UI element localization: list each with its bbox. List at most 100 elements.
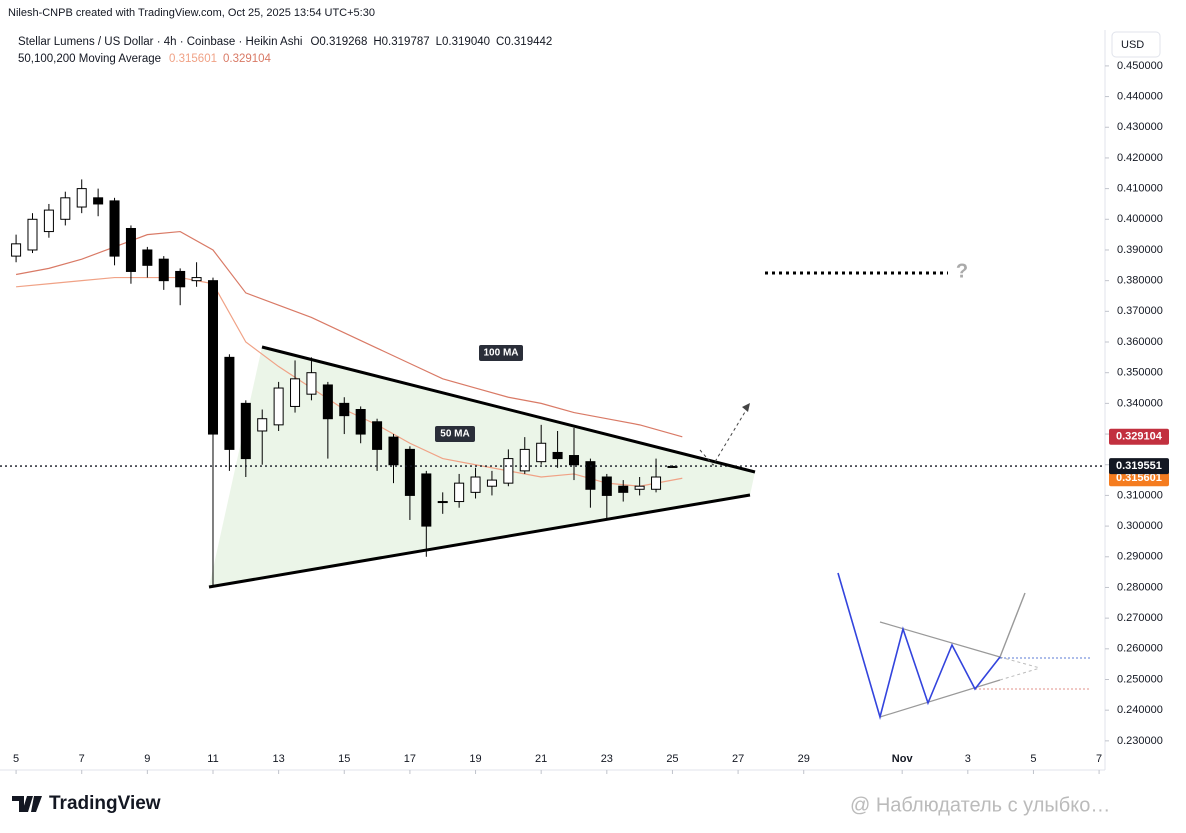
ma100-price-box	[1109, 428, 1169, 445]
candle-body	[224, 356, 235, 450]
x-tick-label: 19	[469, 753, 481, 765]
ma100-price-label: 0.329104	[1116, 431, 1163, 443]
inset-diagram	[790, 543, 1105, 769]
x-tick-label: 5	[1030, 753, 1036, 765]
candle-body	[585, 461, 596, 490]
candle-body	[355, 409, 366, 435]
x-tick-label: 29	[798, 753, 810, 765]
y-tick-label: 0.380000	[1117, 275, 1163, 287]
candle-body	[552, 451, 563, 460]
candle-body	[437, 501, 448, 504]
y-tick-label: 0.230000	[1117, 735, 1163, 747]
y-tick-label: 0.370000	[1117, 305, 1163, 317]
credit: Nilesh-CNPB created with TradingView.com…	[8, 7, 375, 19]
inset-upper	[879, 621, 1001, 658]
y-tick-label: 0.350000	[1117, 367, 1163, 379]
candle-body	[93, 197, 104, 205]
ma50-price-label: 0.315601	[1116, 472, 1162, 484]
candle-body	[11, 243, 22, 257]
ma100-badge	[479, 345, 523, 361]
x-tick-label: 17	[404, 753, 416, 765]
y-tick-label: 0.400000	[1117, 213, 1163, 225]
y-tick-label: 0.250000	[1117, 673, 1163, 685]
x-tick-label: 5	[13, 753, 19, 765]
y-tick-label: 0.420000	[1117, 152, 1163, 164]
candle-body	[486, 479, 497, 487]
candle-body	[454, 482, 465, 503]
ma100-badge-text: 100 MA	[483, 348, 518, 359]
ma50-badge	[435, 426, 475, 442]
ohlc-close: C0.319442	[496, 36, 552, 48]
inset-zigzag	[837, 572, 1001, 721]
arrow-head	[742, 403, 750, 412]
x-tick-label: 27	[732, 753, 744, 765]
ohlc-high: H0.319787	[373, 36, 429, 48]
candle-body	[536, 442, 547, 463]
currency-box	[1111, 31, 1161, 58]
candle-body	[306, 372, 317, 395]
candle-body	[76, 188, 87, 208]
candle-body	[142, 249, 153, 266]
question-mark: ?	[956, 260, 968, 282]
candle-body	[43, 209, 54, 233]
symbol-legend: Stellar Lumens / US Dollar · 4h · Coinba…	[18, 36, 552, 48]
ma100-value: 0.329104	[223, 53, 272, 65]
ohlc-low: L0.319040	[436, 36, 490, 48]
x-tick-label: 13	[273, 753, 285, 765]
ma50-badge-text: 50 MA	[440, 429, 469, 440]
candle-body	[372, 421, 383, 450]
watermark: @ Наблюдатель с улыбко…	[850, 794, 1110, 816]
y-tick-label: 0.290000	[1117, 551, 1163, 563]
x-tick-label: 21	[535, 753, 547, 765]
y-tick-label: 0.410000	[1117, 183, 1163, 195]
footer-logo: TradingView	[12, 793, 161, 814]
ma50-value: 0.315601	[169, 53, 217, 65]
ma-line	[15, 230, 683, 438]
candle-body	[421, 473, 432, 527]
y-tick-label: 0.430000	[1117, 121, 1163, 133]
symbol: Stellar Lumens / US Dollar · 4h · Coinba…	[18, 36, 302, 48]
currency: USD	[1121, 39, 1144, 51]
candle-body	[651, 476, 662, 490]
projection-arrow	[699, 406, 749, 466]
candle-body	[322, 384, 333, 420]
inset-lower	[879, 679, 1001, 718]
last-price-box	[1109, 458, 1169, 475]
inset-lower-ext	[999, 667, 1041, 681]
x-tick-label: 7	[1096, 753, 1102, 765]
candle-body	[257, 418, 268, 432]
candle-body	[568, 455, 580, 466]
x-tick-label: 23	[601, 753, 613, 765]
candle-body	[207, 280, 219, 435]
logo-text: TradingView	[49, 793, 161, 814]
last-price-label: 0.319551	[1116, 460, 1162, 472]
logo-mark	[12, 796, 42, 812]
candle-body	[470, 476, 481, 493]
candle-body	[273, 387, 284, 426]
indicator-legend: 50,100,200 Moving Average 0.315601 0.32910…	[18, 53, 272, 65]
y-tick-label: 0.260000	[1117, 643, 1163, 655]
x-tick-label: 3	[965, 753, 971, 765]
candle-body	[191, 277, 202, 282]
y-tick-label: 0.450000	[1117, 60, 1163, 72]
y-tick-label: 0.340000	[1117, 397, 1163, 409]
y-tick-label: 0.310000	[1117, 489, 1163, 501]
candle-body	[618, 485, 629, 493]
inset-upper-ext	[999, 656, 1041, 669]
upper-trendline	[261, 345, 756, 474]
candle-body	[388, 436, 399, 466]
ohlc-open: O0.319268	[310, 36, 367, 48]
x-tick-label: 11	[207, 753, 218, 765]
x-tick-label: 9	[144, 753, 150, 765]
indicator: 50,100,200 Moving Average	[18, 53, 161, 65]
candle-body	[519, 448, 530, 472]
candle-body	[667, 465, 678, 468]
x-tick-label: Nov	[892, 753, 914, 765]
candle-body	[290, 378, 301, 407]
candle-body	[404, 448, 415, 496]
x-tick-label: 15	[338, 753, 350, 765]
x-tick-label: 7	[79, 753, 85, 765]
candle-body	[634, 485, 645, 490]
y-tick-label: 0.440000	[1117, 90, 1163, 102]
ma50-price-box	[1109, 470, 1169, 487]
